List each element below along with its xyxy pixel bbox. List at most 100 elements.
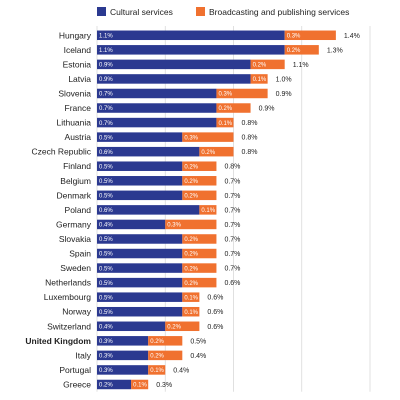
bar-broadcasting-and-publishing-services-netherlands xyxy=(182,277,217,288)
bar-label-broadcasting-and-publishing-services-belgium: 0.2% xyxy=(184,179,198,185)
category-label-slovenia: Slovenia xyxy=(58,88,91,98)
total-label-portugal: 0.4% xyxy=(173,367,189,374)
total-labels: 1.4%1.3%1.1%1.0%0.9%0.9%0.8%0.8%0.8%0.8%… xyxy=(156,33,360,389)
bar-label-broadcasting-and-publishing-services-czech-republic: 0.2% xyxy=(201,150,215,156)
bar-cultural-services-sweden xyxy=(97,263,183,273)
bar-cultural-services-hungary xyxy=(97,30,285,41)
total-label-finland: 0.8% xyxy=(224,164,240,171)
bar-label-cultural-services-sweden: 0.5% xyxy=(99,266,113,272)
bar-broadcasting-and-publishing-services-finland xyxy=(182,161,217,171)
bar-label-cultural-services-slovenia: 0.7% xyxy=(99,92,113,98)
segment-labels: 1.1% 0.3% 1.1% 0.2% 0.9% 0.2% 0.9% 0.1% 0.7% 0.3%… xyxy=(99,33,301,388)
bar-broadcasting-and-publishing-services-belgium xyxy=(182,176,217,186)
bar-label-cultural-services-estonia: 0.9% xyxy=(99,63,113,69)
bar-cultural-services-finland xyxy=(97,161,183,171)
bar-label-broadcasting-and-publishing-services-france: 0.2% xyxy=(218,106,232,112)
bar-label-cultural-services-portugal: 0.3% xyxy=(99,368,113,374)
total-label-norway: 0.6% xyxy=(207,309,223,316)
legend-swatch-broadcasting-and-publishing-services xyxy=(196,7,205,16)
bar-broadcasting-and-publishing-services-iceland xyxy=(284,45,319,55)
bar-cultural-services-netherlands xyxy=(97,277,183,288)
bar-broadcasting-and-publishing-services-united-kingdom xyxy=(148,336,183,346)
bars xyxy=(97,30,336,390)
total-label-sweden: 0.7% xyxy=(224,266,240,273)
bar-cultural-services-portugal xyxy=(97,365,149,375)
total-label-greece: 0.3% xyxy=(156,382,172,389)
bar-cultural-services-latvia xyxy=(97,74,251,84)
bar-label-cultural-services-iceland: 1.1% xyxy=(99,48,113,54)
category-label-latvia: Latvia xyxy=(68,74,91,84)
total-label-latvia: 1.0% xyxy=(276,76,292,83)
bar-label-broadcasting-and-publishing-services-united-kingdom: 0.2% xyxy=(150,339,164,345)
bar-label-cultural-services-slovakia: 0.5% xyxy=(99,237,113,243)
total-label-slovenia: 0.9% xyxy=(276,91,292,98)
category-label-belgium: Belgium xyxy=(60,176,91,186)
category-label-netherlands: Netherlands xyxy=(45,278,91,288)
total-label-czech-republic: 0.8% xyxy=(242,149,258,156)
bar-label-broadcasting-and-publishing-services-latvia: 0.1% xyxy=(253,77,267,83)
bar-label-cultural-services-switzerland: 0.4% xyxy=(99,324,113,330)
bar-broadcasting-and-publishing-services-germany xyxy=(165,219,217,230)
bar-label-cultural-services-france: 0.7% xyxy=(99,106,113,112)
bar-label-broadcasting-and-publishing-services-germany: 0.3% xyxy=(167,223,181,229)
bar-label-broadcasting-and-publishing-services-finland: 0.2% xyxy=(184,164,198,170)
bar-label-broadcasting-and-publishing-services-switzerland: 0.2% xyxy=(167,324,181,330)
bar-label-cultural-services-czech-republic: 0.6% xyxy=(99,150,113,156)
bar-cultural-services-lithuania xyxy=(97,117,217,128)
bar-broadcasting-and-publishing-services-switzerland xyxy=(165,321,200,332)
legend-label-broadcasting-and-publishing-services: Broadcasting and publishing services xyxy=(209,7,349,17)
bar-label-broadcasting-and-publishing-services-norway: 0.1% xyxy=(184,310,198,316)
category-labels: Hungary Iceland Estonia Latvia Slovenia Franc… xyxy=(25,30,91,389)
bar-broadcasting-and-publishing-services-slovakia xyxy=(182,234,217,244)
bar-broadcasting-and-publishing-services-slovenia xyxy=(216,88,268,99)
category-label-germany: Germany xyxy=(56,219,92,229)
total-label-belgium: 0.7% xyxy=(224,178,240,185)
category-label-switzerland: Switzerland xyxy=(47,321,91,331)
bar-cultural-services-poland xyxy=(97,205,200,215)
bar-label-cultural-services-latvia: 0.9% xyxy=(99,77,113,83)
bar-cultural-services-italy xyxy=(97,350,149,361)
category-label-estonia: Estonia xyxy=(63,59,92,69)
bar-cultural-services-iceland xyxy=(97,45,285,55)
bar-broadcasting-and-publishing-services-spain xyxy=(182,248,217,259)
total-label-italy: 0.4% xyxy=(190,353,206,360)
bar-label-broadcasting-and-publishing-services-luxembourg: 0.1% xyxy=(184,295,198,301)
bar-label-cultural-services-netherlands: 0.5% xyxy=(99,281,113,287)
bar-label-broadcasting-and-publishing-services-portugal: 0.1% xyxy=(150,368,164,374)
bar-cultural-services-belgium xyxy=(97,176,183,186)
legend: Cultural services Broadcasting and publi… xyxy=(97,7,349,17)
total-label-iceland: 1.3% xyxy=(327,47,343,54)
bar-label-cultural-services-austria: 0.5% xyxy=(99,135,113,141)
category-label-portugal: Portugal xyxy=(59,365,91,375)
total-label-united-kingdom: 0.5% xyxy=(190,338,206,345)
bar-cultural-services-france xyxy=(97,103,217,113)
bar-label-broadcasting-and-publishing-services-poland: 0.1% xyxy=(201,208,215,214)
total-label-germany: 0.7% xyxy=(224,222,240,229)
bar-cultural-services-austria xyxy=(97,132,183,142)
bar-broadcasting-and-publishing-services-france xyxy=(216,103,251,113)
bar-broadcasting-and-publishing-services-greece xyxy=(131,379,149,390)
total-label-poland: 0.7% xyxy=(224,207,240,214)
bar-label-cultural-services-italy: 0.3% xyxy=(99,354,113,360)
category-label-france: France xyxy=(65,103,92,113)
bar-label-broadcasting-and-publishing-services-slovakia: 0.2% xyxy=(184,237,198,243)
bar-label-broadcasting-and-publishing-services-greece: 0.1% xyxy=(133,383,147,389)
total-label-switzerland: 0.6% xyxy=(207,324,223,331)
total-label-hungary: 1.4% xyxy=(344,33,360,40)
bar-broadcasting-and-publishing-services-portugal xyxy=(148,365,166,375)
bar-label-broadcasting-and-publishing-services-iceland: 0.2% xyxy=(287,48,301,54)
category-label-slovakia: Slovakia xyxy=(59,234,91,244)
bar-cultural-services-germany xyxy=(97,219,166,230)
category-label-norway: Norway xyxy=(62,307,92,317)
bar-label-broadcasting-and-publishing-services-lithuania: 0.1% xyxy=(218,121,232,127)
bar-broadcasting-and-publishing-services-austria xyxy=(182,132,234,142)
bar-cultural-services-estonia xyxy=(97,59,251,70)
category-label-sweden: Sweden xyxy=(60,263,91,273)
bar-cultural-services-united-kingdom xyxy=(97,336,149,346)
bar-broadcasting-and-publishing-services-italy xyxy=(148,350,183,361)
bar-cultural-services-czech-republic xyxy=(97,146,200,157)
bar-label-cultural-services-belgium: 0.5% xyxy=(99,179,113,185)
bar-label-broadcasting-and-publishing-services-netherlands: 0.2% xyxy=(184,281,198,287)
category-label-luxembourg: Luxembourg xyxy=(44,292,92,302)
